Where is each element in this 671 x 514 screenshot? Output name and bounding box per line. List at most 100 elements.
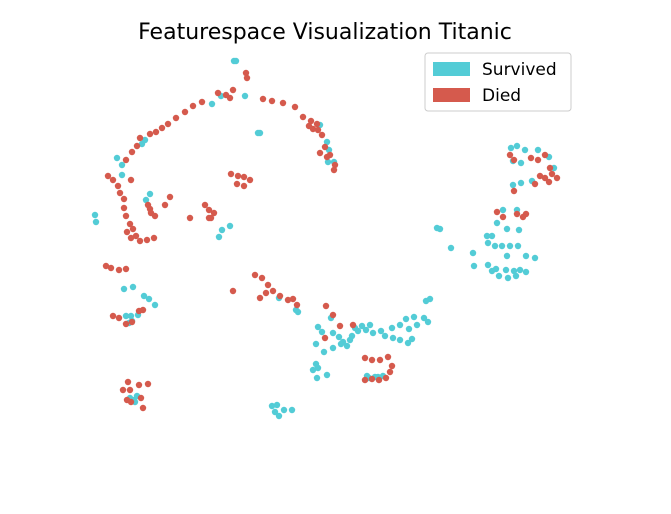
point-died	[205, 206, 213, 214]
point-survived	[346, 336, 354, 344]
point-survived	[146, 190, 154, 198]
point-died	[226, 94, 234, 102]
point-survived	[517, 179, 525, 187]
point-died	[127, 176, 135, 184]
point-survived	[288, 406, 296, 414]
point-died	[164, 120, 172, 128]
point-died	[545, 178, 553, 186]
point-died	[144, 380, 152, 388]
point-died	[382, 374, 390, 382]
point-died	[506, 151, 514, 159]
point-died	[510, 187, 518, 195]
point-died	[161, 201, 169, 209]
point-survived	[510, 267, 518, 275]
point-died	[104, 172, 112, 180]
point-died	[259, 95, 267, 103]
point-survived	[314, 364, 322, 372]
point-survived	[404, 339, 412, 347]
point-died	[128, 318, 136, 326]
point-survived	[402, 315, 410, 323]
point-survived	[343, 342, 351, 350]
point-survived	[140, 292, 148, 300]
point-died	[256, 294, 264, 302]
point-died	[126, 386, 134, 394]
point-survived	[329, 329, 337, 337]
point-died	[262, 289, 270, 297]
point-died	[122, 156, 130, 164]
point-died	[330, 166, 338, 174]
point-survived	[499, 206, 507, 214]
point-died	[276, 292, 284, 300]
point-died	[546, 164, 554, 172]
legend: Survived Died	[424, 52, 572, 112]
point-died	[109, 312, 117, 320]
point-died	[126, 220, 134, 228]
point-died	[181, 108, 189, 116]
point-survived	[358, 322, 366, 330]
point-survived	[484, 239, 492, 247]
point-died	[386, 368, 394, 376]
point-died	[321, 334, 329, 342]
point-survived	[337, 340, 345, 348]
point-died	[541, 151, 549, 159]
point-survived	[113, 154, 121, 162]
point-died	[146, 130, 154, 138]
legend-label-survived: Survived	[482, 60, 557, 80]
point-survived	[517, 159, 525, 167]
point-survived	[118, 171, 126, 179]
point-died	[152, 128, 160, 136]
point-died	[102, 262, 110, 270]
point-died	[127, 234, 135, 242]
point-died	[107, 264, 115, 272]
point-died	[123, 228, 131, 236]
point-survived	[329, 344, 337, 352]
point-died	[129, 225, 137, 233]
point-died	[146, 205, 154, 213]
point-survived	[226, 222, 234, 230]
point-survived	[389, 334, 397, 342]
point-survived	[447, 244, 455, 252]
point-died	[329, 311, 337, 319]
point-survived	[396, 321, 404, 329]
point-survived	[484, 261, 492, 269]
point-survived	[232, 57, 240, 65]
point-survived	[522, 252, 530, 260]
point-survived	[324, 158, 332, 166]
point-died	[229, 287, 237, 295]
point-died	[242, 69, 250, 77]
point-survived	[377, 327, 385, 335]
point-died	[124, 378, 132, 386]
point-survived	[512, 272, 520, 280]
point-died	[109, 176, 117, 184]
point-survived	[323, 371, 331, 379]
point-died	[240, 173, 248, 181]
point-survived	[320, 348, 328, 356]
point-survived	[151, 301, 159, 309]
point-died	[510, 156, 518, 164]
point-survived	[521, 146, 529, 154]
point-survived	[354, 327, 362, 335]
point-survived	[502, 266, 510, 274]
point-died	[243, 74, 251, 82]
point-survived	[410, 313, 418, 321]
point-survived	[312, 340, 320, 348]
point-died	[534, 156, 542, 164]
point-died	[368, 356, 376, 364]
point-survived	[509, 181, 517, 189]
point-survived	[92, 218, 100, 226]
point-died	[361, 376, 369, 384]
point-died	[210, 209, 218, 217]
point-survived	[254, 129, 262, 137]
point-died	[493, 208, 501, 216]
point-survived	[129, 283, 137, 291]
point-died	[323, 153, 331, 161]
point-survived	[142, 196, 150, 204]
point-survived	[366, 321, 374, 329]
point-died	[527, 154, 535, 162]
point-survived	[381, 332, 389, 340]
point-survived	[503, 225, 511, 233]
point-died	[522, 210, 530, 218]
point-died	[229, 86, 237, 94]
point-died	[136, 237, 144, 245]
